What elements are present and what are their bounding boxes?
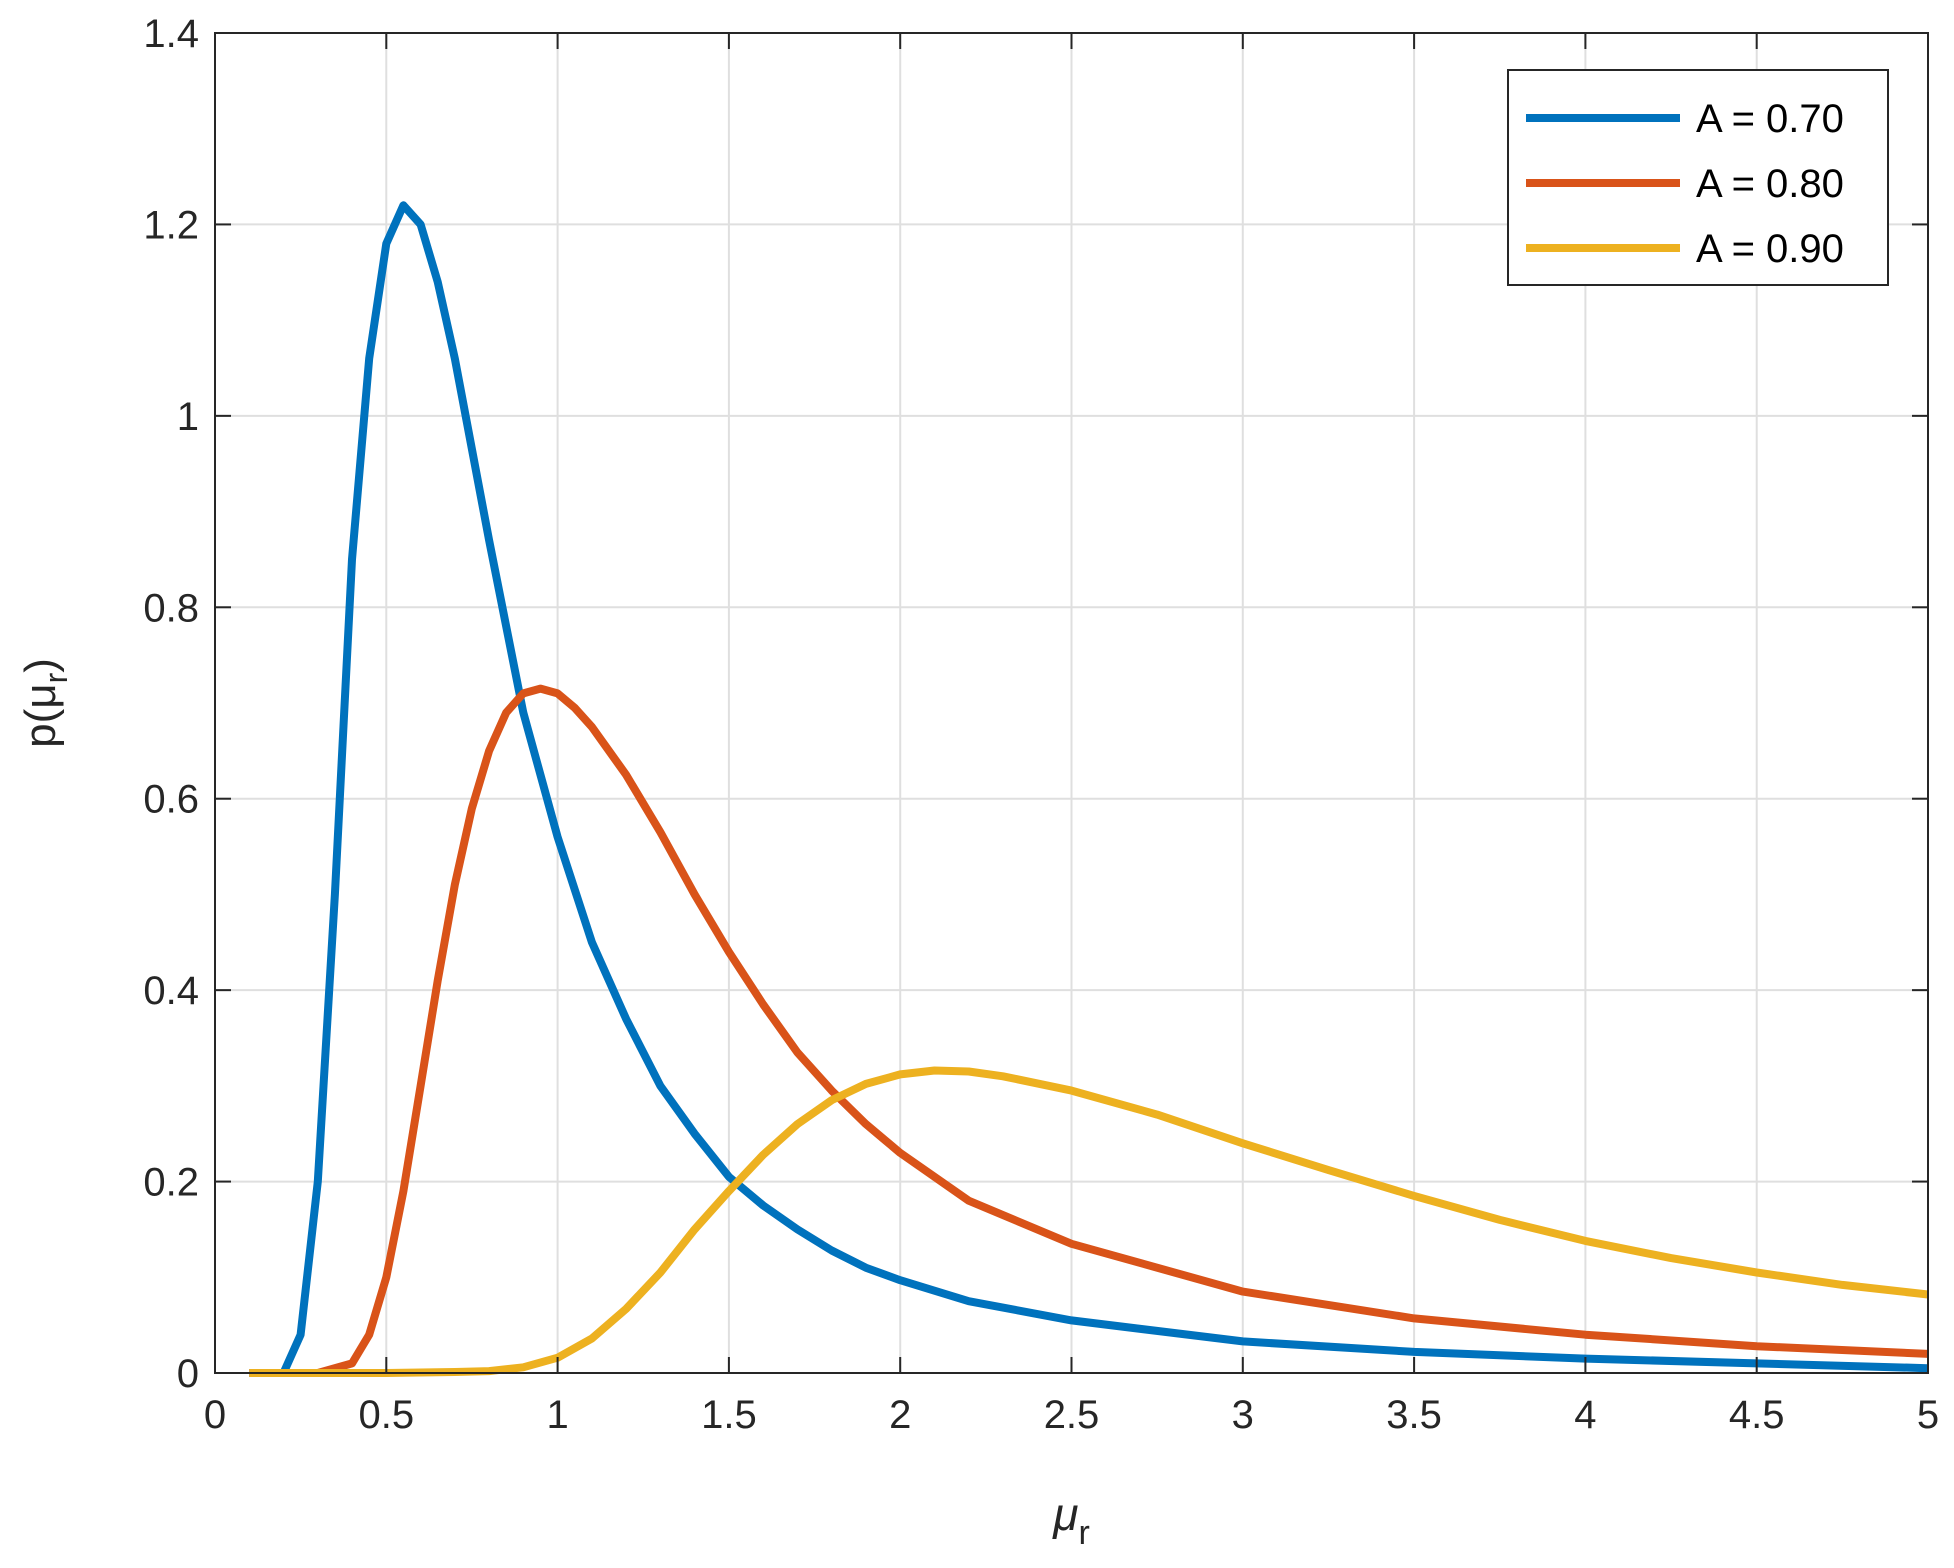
series-line-2 — [249, 684, 1929, 1377]
x-tick-label: 3.5 — [1386, 1393, 1442, 1437]
x-tick-label: 1 — [546, 1393, 568, 1437]
x-tick-label: 4.5 — [1729, 1393, 1785, 1437]
y-tick-labels: 0 0.2 0.4 0.6 0.8 1 1.2 1.4 — [143, 12, 199, 1396]
series-line-3 — [249, 1066, 1929, 1377]
y-tick-label: 0.8 — [143, 586, 199, 630]
x-tick-label: 1.5 — [701, 1393, 757, 1437]
x-tick-label: 4 — [1574, 1393, 1596, 1437]
y-tick-label: 0.2 — [143, 1161, 199, 1205]
y-axis-label: p(μr) — [16, 658, 74, 748]
series-layer — [249, 201, 1929, 1377]
x-tick-label: 2.5 — [1044, 1393, 1100, 1437]
x-tick-label: 3 — [1232, 1393, 1254, 1437]
legend: A = 0.70 A = 0.80 A = 0.90 — [1507, 69, 1889, 286]
legend-label-1: A = 0.70 — [1696, 97, 1844, 141]
tick-marks — [214, 32, 1929, 1374]
x-axis-label: μr — [1052, 1488, 1090, 1552]
y-tick-label: 0.4 — [143, 969, 199, 1013]
x-axis-label-main: μ — [1052, 1488, 1078, 1540]
series-line-1 — [249, 201, 1929, 1377]
x-tick-label: 5 — [1917, 1393, 1939, 1437]
y-tick-label: 1.4 — [143, 12, 199, 56]
x-tick-labels: 0 0.5 1 1.5 2 2.5 3 3.5 4 4.5 5 — [204, 1393, 1939, 1437]
y-tick-label: 0 — [177, 1352, 199, 1396]
y-tick-label: 0.6 — [143, 778, 199, 822]
legend-label-3: A = 0.90 — [1696, 227, 1844, 271]
x-tick-label: 0 — [204, 1393, 226, 1437]
x-axis-label-subscript: r — [1078, 1514, 1089, 1552]
y-axis-label-suffix: ) — [16, 658, 65, 673]
x-tick-label: 2 — [889, 1393, 911, 1437]
y-axis-label-subscript: r — [38, 672, 74, 683]
y-axis-label-main: p(μ — [16, 683, 65, 747]
y-tick-label: 1 — [177, 395, 199, 439]
y-tick-label: 1.2 — [143, 203, 199, 247]
legend-label-2: A = 0.80 — [1696, 162, 1844, 206]
x-tick-label: 0.5 — [358, 1393, 414, 1437]
